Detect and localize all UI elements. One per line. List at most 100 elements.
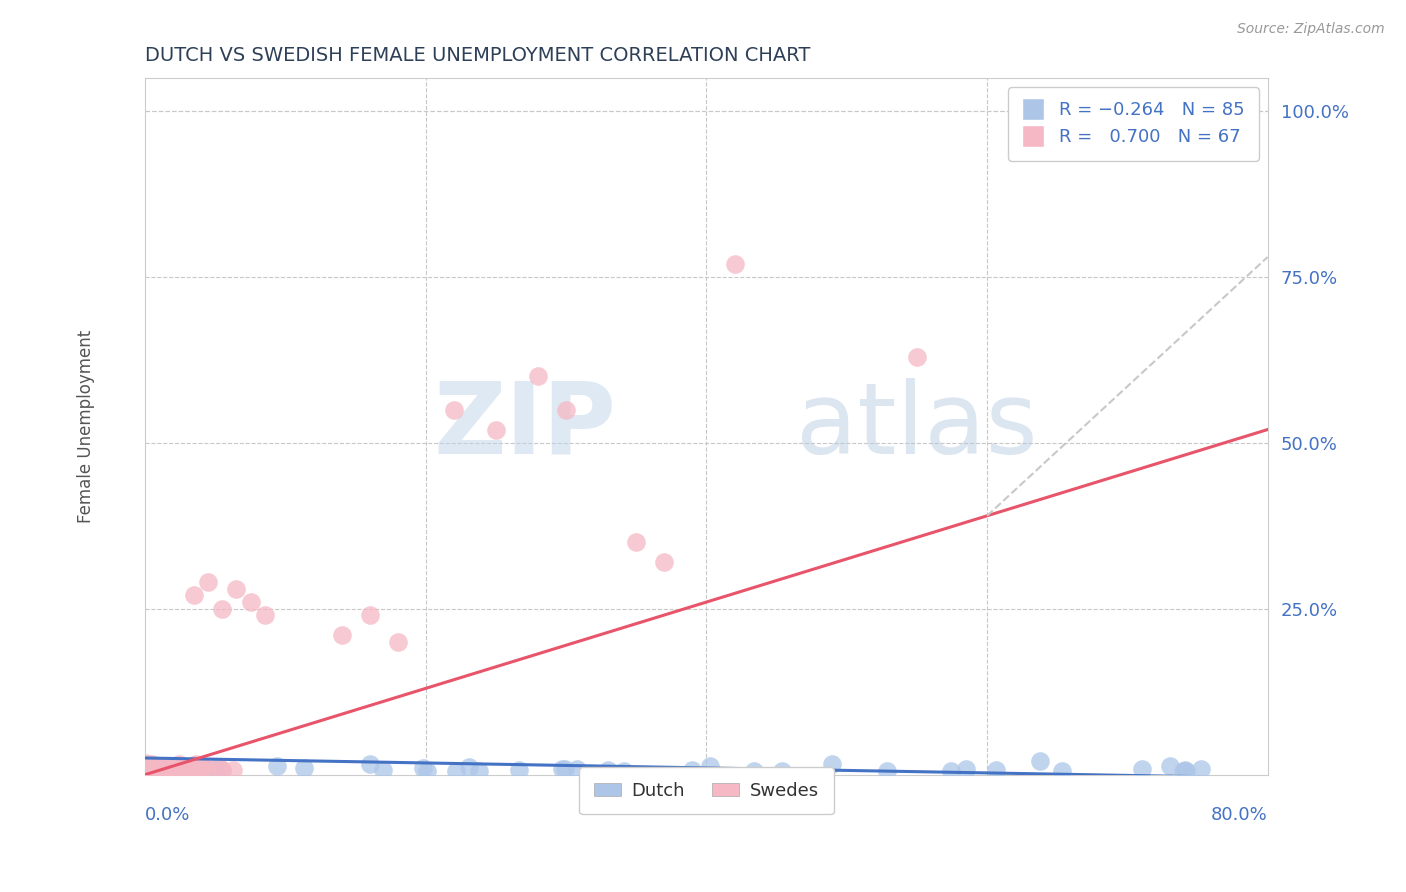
Point: [165, 761, 187, 775]
Point: [179, 763, 201, 777]
Point: [565, 762, 588, 776]
Point: [136, 761, 159, 775]
Point: [167, 758, 190, 772]
Point: [186, 757, 208, 772]
Point: [1189, 762, 1212, 776]
Point: [145, 761, 167, 775]
Point: [198, 763, 221, 777]
Point: [162, 760, 184, 774]
Point: [613, 764, 636, 778]
Point: [135, 764, 157, 778]
Point: [139, 763, 162, 777]
Point: [1174, 764, 1197, 778]
Point: [153, 764, 176, 778]
Point: [211, 763, 233, 777]
Point: [141, 757, 163, 772]
Point: [373, 764, 395, 778]
Point: [141, 762, 163, 776]
Point: [167, 763, 190, 777]
Point: [527, 369, 550, 384]
Point: [598, 763, 620, 777]
Point: [165, 761, 187, 775]
Point: [198, 764, 221, 778]
Point: [554, 762, 576, 776]
Point: [153, 759, 176, 773]
Point: [742, 764, 765, 778]
Point: [135, 762, 157, 776]
Point: [197, 575, 219, 590]
Point: [149, 760, 172, 774]
Point: [444, 764, 467, 778]
Point: [152, 763, 174, 777]
Point: [179, 762, 201, 776]
Point: [162, 764, 184, 778]
Point: [876, 764, 898, 778]
Point: [153, 764, 176, 779]
Point: [136, 764, 159, 778]
Point: [555, 402, 578, 417]
Point: [145, 764, 167, 778]
Point: [198, 763, 221, 777]
Point: [149, 764, 172, 778]
Point: [208, 760, 231, 774]
Point: [190, 764, 212, 778]
Point: [172, 763, 194, 777]
Point: [1132, 762, 1154, 776]
Point: [149, 762, 172, 776]
Point: [457, 760, 479, 774]
Point: [225, 582, 247, 596]
Point: [157, 764, 180, 778]
Point: [387, 635, 409, 649]
Point: [146, 763, 169, 777]
Point: [146, 762, 169, 776]
Point: [443, 402, 465, 417]
Point: [416, 764, 439, 778]
Point: [135, 759, 157, 773]
Point: [135, 763, 157, 777]
Point: [626, 535, 648, 549]
Point: [176, 762, 198, 776]
Point: [149, 764, 172, 778]
Point: [183, 758, 205, 772]
Point: [292, 761, 315, 775]
Text: DUTCH VS SWEDISH FEMALE UNEMPLOYMENT CORRELATION CHART: DUTCH VS SWEDISH FEMALE UNEMPLOYMENT COR…: [145, 46, 811, 65]
Point: [177, 763, 200, 777]
Point: [551, 762, 574, 776]
Point: [152, 763, 174, 777]
Point: [723, 257, 745, 271]
Point: [160, 764, 183, 778]
Point: [138, 761, 160, 775]
Point: [207, 760, 229, 774]
Point: [172, 761, 194, 775]
Point: [139, 763, 162, 777]
Point: [905, 350, 928, 364]
Point: [187, 764, 209, 778]
Point: [167, 763, 190, 777]
Point: [986, 763, 1008, 777]
Point: [139, 764, 162, 778]
Point: [681, 763, 703, 777]
Point: [157, 760, 180, 774]
Point: [136, 759, 159, 773]
Point: [359, 757, 381, 772]
Point: [167, 763, 190, 777]
Point: [150, 762, 173, 776]
Point: [145, 764, 167, 778]
Point: [173, 762, 195, 776]
Point: [155, 763, 177, 777]
Point: [172, 763, 194, 777]
Text: ZIP: ZIP: [434, 377, 617, 475]
Point: [770, 764, 793, 778]
Point: [139, 764, 162, 778]
Point: [266, 758, 288, 772]
Point: [136, 764, 159, 778]
Point: [156, 763, 179, 777]
Legend: Dutch, Swedes: Dutch, Swedes: [579, 767, 834, 814]
Point: [153, 761, 176, 775]
Point: [204, 763, 226, 777]
Point: [180, 761, 202, 775]
Point: [222, 763, 245, 777]
Point: [166, 763, 188, 777]
Point: [149, 761, 172, 775]
Point: [153, 759, 176, 773]
